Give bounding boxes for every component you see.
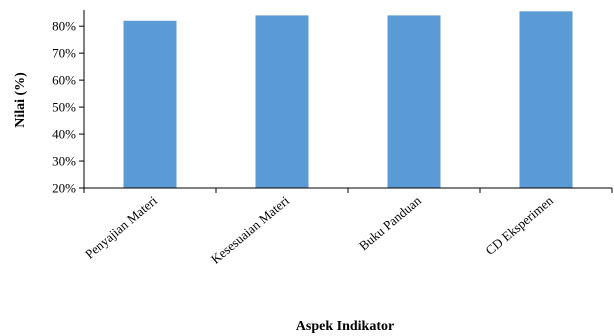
y-axis-title: Nilai (%) (13, 72, 28, 128)
x-tick-label: Kesesuaian Materi (208, 193, 292, 267)
bar (387, 15, 441, 189)
x-tick-label: CD Eksperimen (482, 192, 556, 257)
bar (519, 11, 573, 189)
x-axis-title: Aspek Indikator (296, 319, 394, 334)
bar (123, 20, 177, 189)
y-tick-label: 50% (52, 100, 76, 115)
y-tick-label: 20% (52, 181, 76, 196)
x-tick-label: Buku Panduan (356, 192, 424, 253)
bars (123, 11, 573, 189)
bar (255, 15, 309, 189)
y-tick-label: 40% (52, 127, 76, 142)
y-axis-ticks: 20% 30% 40% 50% 60% 70% 80% (52, 19, 84, 196)
y-tick-label: 60% (52, 73, 76, 88)
x-axis-ticks: Penyajian Materi Kesesuaian Materi Buku Pa… (82, 188, 613, 267)
y-tick-label: 80% (52, 19, 76, 34)
y-tick-label: 70% (52, 46, 76, 61)
y-tick-label: 30% (52, 154, 76, 169)
x-tick-label: Penyajian Materi (82, 193, 160, 262)
